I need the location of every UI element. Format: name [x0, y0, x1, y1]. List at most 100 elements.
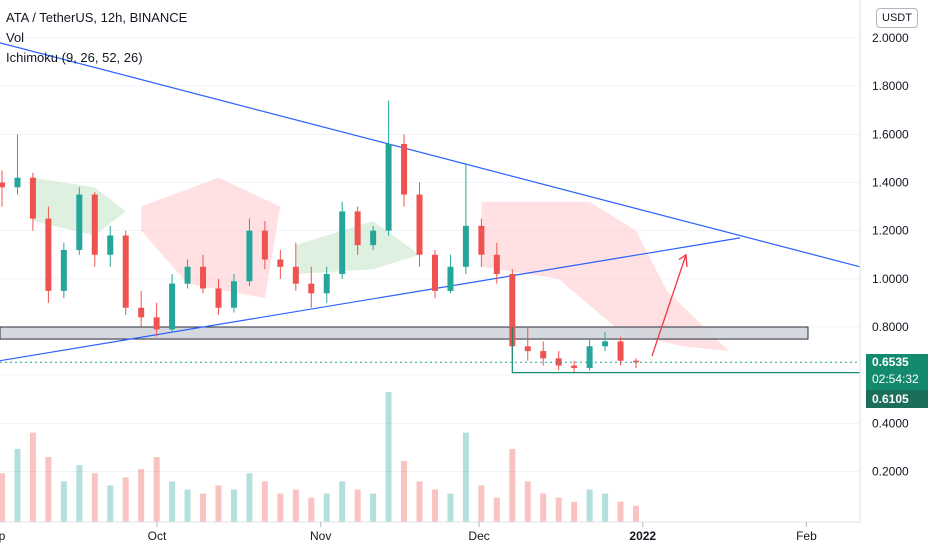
candle-body — [385, 143, 392, 231]
price-tick-label: 1.0000 — [872, 272, 909, 286]
support-line — [511, 327, 860, 374]
candle-body — [138, 307, 145, 318]
candle-body — [617, 341, 624, 361]
volume-bar — [401, 461, 408, 522]
price-axis: 2.0000 1.8000 1.6000 1.4000 1.2000 1.0000 0.80… — [872, 31, 909, 478]
time-tick-label: 2022 — [629, 529, 656, 543]
candle-body — [76, 194, 83, 250]
bar-countdown: 02:54:32 — [872, 372, 919, 386]
volume-bar — [215, 485, 222, 522]
volume-bar — [107, 485, 114, 522]
candle-body — [555, 358, 562, 366]
volume-bar — [29, 432, 36, 522]
volume-bar — [586, 489, 593, 522]
volume-bar — [431, 489, 438, 522]
volume-bar — [153, 457, 160, 522]
ascending-trendline — [0, 237, 741, 362]
candle-body — [184, 266, 191, 284]
candle-body — [246, 230, 253, 282]
volume-bar — [91, 473, 98, 522]
candle-body — [29, 177, 36, 219]
candle-body — [478, 225, 485, 255]
chart-legend: ATA / TetherUS, 12h, BINANCE Vol Ichimok… — [6, 8, 187, 68]
candle-body — [633, 360, 639, 363]
volume-bar — [292, 489, 299, 522]
candle-body — [602, 341, 609, 347]
candle-body — [200, 266, 207, 289]
candle-body — [169, 283, 176, 330]
volume-bar — [354, 489, 361, 522]
candle-body — [524, 346, 531, 352]
candle-body — [215, 288, 222, 308]
price-tick-label: 1.2000 — [872, 224, 909, 238]
volume-bar — [261, 481, 268, 522]
time-tick-label: Nov — [310, 529, 331, 543]
volume-bar — [633, 505, 639, 522]
price-tick-label: 0.8000 — [872, 320, 909, 334]
candle-body — [292, 266, 299, 284]
symbol-title[interactable]: ATA / TetherUS, 12h, BINANCE — [6, 10, 188, 25]
volume-bar — [524, 481, 531, 522]
candle-body — [571, 365, 578, 368]
volume-bar — [60, 481, 67, 522]
candle-body — [370, 230, 377, 246]
volume-bar — [308, 497, 315, 522]
volume-bar — [14, 448, 21, 522]
volume-bar — [571, 501, 578, 522]
candle-body — [153, 317, 160, 330]
volume-bar — [138, 469, 145, 522]
price-tick-label: 0.4000 — [872, 416, 909, 430]
candle-body — [493, 254, 500, 275]
volume-bar — [339, 481, 346, 522]
volume-indicator-label[interactable]: Vol — [6, 30, 25, 45]
candle-body — [122, 235, 129, 308]
candle-body — [323, 274, 330, 294]
volume-bar — [555, 497, 562, 522]
candle-body — [308, 283, 315, 294]
price-tick-label: 1.8000 — [872, 79, 909, 93]
trend-lines — [0, 42, 861, 362]
volume-bar — [230, 489, 237, 522]
volume-bar — [323, 493, 330, 522]
candle-body — [60, 249, 67, 291]
candle-body — [14, 177, 21, 188]
candle-body — [509, 274, 516, 347]
volume-bar — [45, 457, 52, 522]
cloud-red-1 — [141, 177, 281, 299]
price-tick-label: 1.4000 — [872, 176, 909, 190]
resistance-zone — [0, 326, 809, 340]
price-tick-label: 2.0000 — [872, 31, 909, 45]
candlesticks — [0, 100, 639, 373]
chart-overlays — [0, 253, 860, 374]
volume-bar — [184, 489, 191, 522]
last-price-value: 0.6535 — [872, 355, 909, 369]
time-tick-label: Dec — [468, 529, 489, 543]
candle-body — [431, 254, 438, 291]
candle-body — [0, 182, 5, 188]
time-tick-label: Oct — [148, 529, 167, 543]
candle-body — [45, 218, 52, 291]
volume-bar — [462, 432, 469, 522]
volume-bar — [200, 493, 207, 522]
candle-body — [462, 225, 469, 267]
candle-body — [354, 211, 361, 246]
volume-bar — [246, 473, 253, 522]
volume-bar — [370, 493, 377, 522]
candle-body — [401, 143, 408, 195]
currency-button[interactable]: USDT — [876, 8, 918, 28]
chart-grid — [0, 37, 860, 472]
projection-arrowhead — [678, 253, 688, 267]
price-tick-label: 0.2000 — [872, 464, 909, 478]
volume-bar — [493, 497, 500, 522]
ichimoku-indicator-label[interactable]: Ichimoku (9, 26, 52, 26) — [6, 50, 143, 65]
candle-body — [91, 194, 98, 255]
candle-body — [107, 235, 114, 255]
candle-body — [261, 230, 268, 260]
volume-bar — [76, 465, 83, 522]
volume-bar — [277, 493, 284, 522]
candle-body — [540, 351, 547, 359]
volume-bar — [447, 493, 454, 522]
candle-body — [230, 281, 237, 308]
descending-trendline — [0, 42, 861, 268]
